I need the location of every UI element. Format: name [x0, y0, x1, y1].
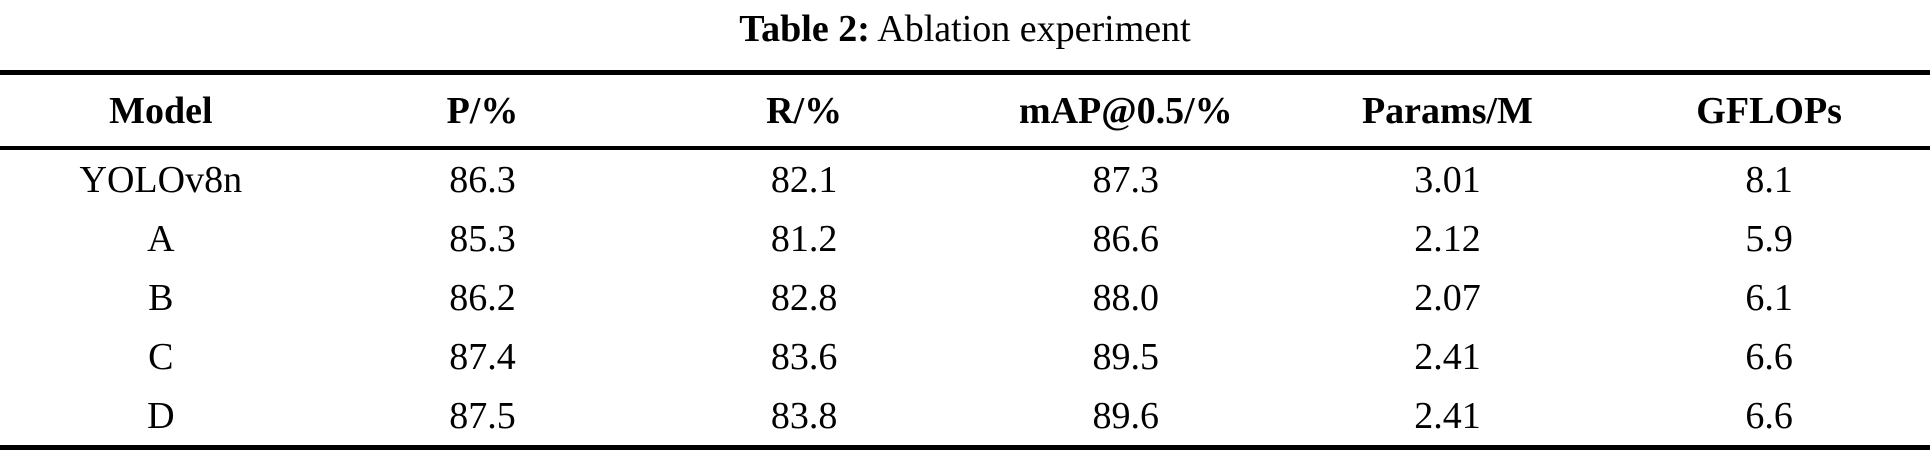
- model-name-cell: A: [147, 217, 175, 260]
- metric-cell: 85.3: [449, 217, 516, 260]
- table-row: C 87.4 83.6 89.5 2.41 6.6: [0, 327, 1930, 386]
- column-header: R/%: [766, 89, 843, 132]
- metric-cell: 87.5: [449, 394, 516, 437]
- table-header: Model P/% R/% mAP@0.5/% Params/M GFLOPs: [0, 73, 1930, 148]
- column-header: Model: [109, 89, 213, 132]
- metric-cell: 2.07: [1414, 276, 1481, 319]
- metric-cell: 5.9: [1745, 217, 1793, 260]
- model-name-cell: YOLOv8n: [79, 158, 243, 201]
- metric-cell: 82.1: [770, 158, 838, 201]
- metric-cell: 6.1: [1745, 276, 1793, 319]
- metric-cell: 3.01: [1414, 158, 1481, 201]
- metric-cell: 8.1: [1745, 158, 1793, 201]
- metric-cell: 88.0: [1092, 276, 1160, 319]
- metric-cell: 2.12: [1414, 217, 1481, 260]
- metric-cell: 6.6: [1745, 394, 1793, 437]
- table-caption: Table 2: Ablation experiment: [0, 0, 1930, 70]
- metric-cell: 2.41: [1414, 335, 1481, 378]
- table-header-row: Model P/% R/% mAP@0.5/% Params/M GFLOPs: [0, 73, 1930, 148]
- metric-cell: 86.6: [1092, 217, 1160, 260]
- metric-cell: 89.5: [1092, 335, 1160, 378]
- metric-cell: 87.3: [1092, 158, 1160, 201]
- table-row: B 86.2 82.8 88.0 2.07 6.1: [0, 268, 1930, 327]
- column-header: Params/M: [1361, 89, 1533, 132]
- ablation-table: Model P/% R/% mAP@0.5/% Params/M GFLOPs YOLOv…: [0, 70, 1930, 450]
- column-header: P/%: [446, 89, 519, 132]
- table-caption-text: Ablation experiment: [877, 8, 1191, 50]
- column-header: mAP@0.5/%: [1018, 89, 1233, 132]
- table-row: D 87.5 83.8 89.6 2.41 6.6: [0, 386, 1930, 448]
- table-body: YOLOv8n 86.3 82.1 87.3 3.01 8.1 A 85.3 81.2 86.6 2…: [0, 148, 1930, 448]
- metric-cell: 89.6: [1092, 394, 1160, 437]
- table-row: A 85.3 81.2 86.6 2.12 5.9: [0, 209, 1930, 268]
- model-name-cell: C: [148, 335, 174, 378]
- metric-cell: 86.2: [449, 276, 516, 319]
- metric-cell: 87.4: [449, 335, 516, 378]
- table-row: YOLOv8n 86.3 82.1 87.3 3.01 8.1: [0, 148, 1930, 209]
- metric-cell: 2.41: [1414, 394, 1481, 437]
- metric-cell: 81.2: [770, 217, 838, 260]
- metric-cell: 86.3: [449, 158, 516, 201]
- model-name-cell: D: [147, 394, 175, 437]
- metric-cell: 83.8: [770, 394, 838, 437]
- metric-cell: 82.8: [770, 276, 838, 319]
- metric-cell: 83.6: [770, 335, 838, 378]
- table-caption-label: Table 2:: [739, 8, 870, 50]
- metric-cell: 6.6: [1745, 335, 1793, 378]
- model-name-cell: B: [148, 276, 174, 319]
- column-header: GFLOPs: [1696, 89, 1842, 132]
